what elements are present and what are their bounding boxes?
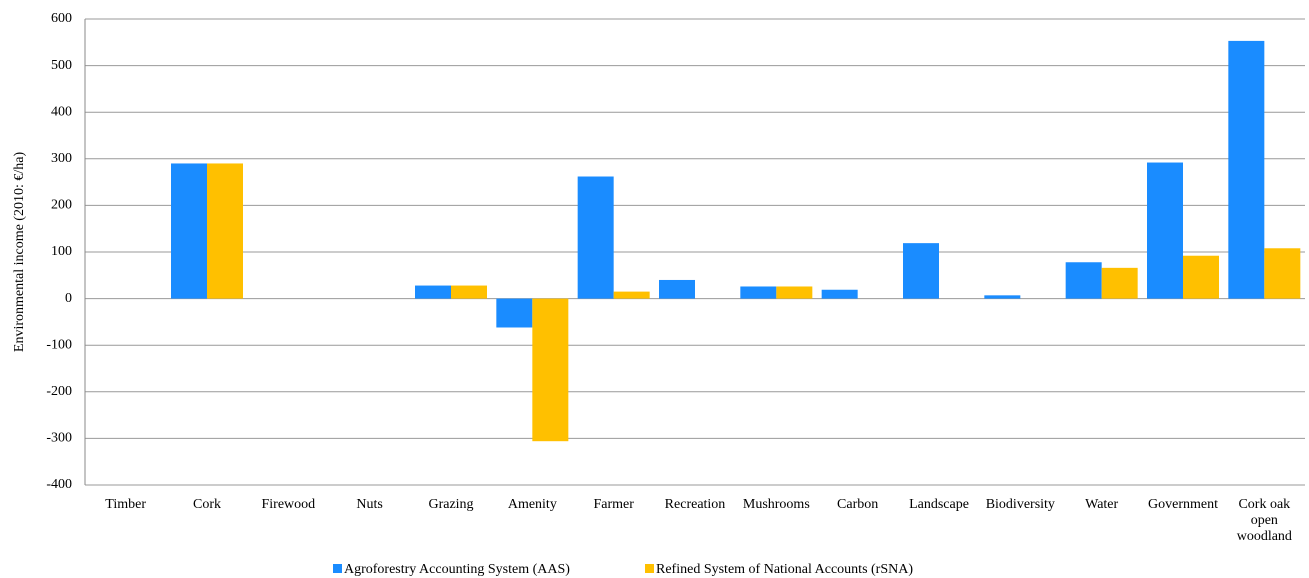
x-tick-label: Cork oak open woodland [1236, 497, 1292, 544]
x-tick-label: Farmer [593, 497, 634, 512]
legend-swatch [333, 564, 342, 573]
bar [451, 285, 487, 299]
legend-label: Agroforestry Accounting System (AAS) [344, 562, 570, 577]
y-tick-label: -200 [46, 384, 72, 399]
bar [1101, 267, 1138, 299]
y-tick-label: -300 [46, 431, 72, 446]
bar [207, 163, 243, 299]
bar [776, 286, 813, 299]
x-tick-label: Carbon [837, 497, 879, 512]
bar [903, 243, 939, 299]
bar [984, 295, 1021, 299]
x-tick-label: Cork [193, 497, 221, 512]
y-axis-label: Environmental income (2010: €/ha) [12, 152, 27, 353]
y-tick-label: 100 [51, 244, 72, 259]
y-tick-label: 600 [51, 11, 72, 26]
y-tick-label: 200 [51, 198, 72, 213]
x-tick-label: Mushrooms [742, 497, 810, 512]
bar [821, 289, 858, 299]
x-tick-label: Government [1148, 497, 1218, 512]
bar [1065, 262, 1102, 299]
x-tick-label: Timber [105, 497, 147, 512]
bar [613, 291, 650, 299]
bar [1264, 248, 1301, 299]
x-tick-label: Recreation [664, 497, 726, 512]
x-tick-label: Firewood [261, 497, 316, 512]
x-tick-label: Grazing [428, 497, 474, 512]
bar [577, 176, 614, 299]
x-tick-label: Amenity [507, 497, 557, 512]
x-tick-label: Biodiversity [985, 497, 1055, 512]
bar [1228, 40, 1265, 299]
bar [1147, 162, 1183, 299]
bar [1183, 255, 1219, 299]
bar [415, 285, 451, 299]
legend-label: Refined System of National Accounts (rSN… [656, 562, 913, 577]
y-tick-label: 400 [51, 104, 72, 119]
bar [659, 279, 695, 299]
x-tick-label: Water [1085, 497, 1119, 512]
bar [532, 298, 569, 442]
y-tick-label: 0 [65, 291, 72, 306]
y-tick-label: -400 [46, 477, 72, 492]
legend-swatch [645, 564, 654, 573]
x-tick-label: Nuts [356, 497, 383, 512]
bar [171, 163, 207, 299]
y-tick-label: 300 [51, 151, 72, 166]
y-tick-label: -100 [46, 337, 72, 352]
x-tick-label: Landscape [909, 497, 969, 512]
bar [740, 286, 777, 299]
bar [496, 298, 533, 328]
y-tick-label: 500 [51, 58, 72, 73]
